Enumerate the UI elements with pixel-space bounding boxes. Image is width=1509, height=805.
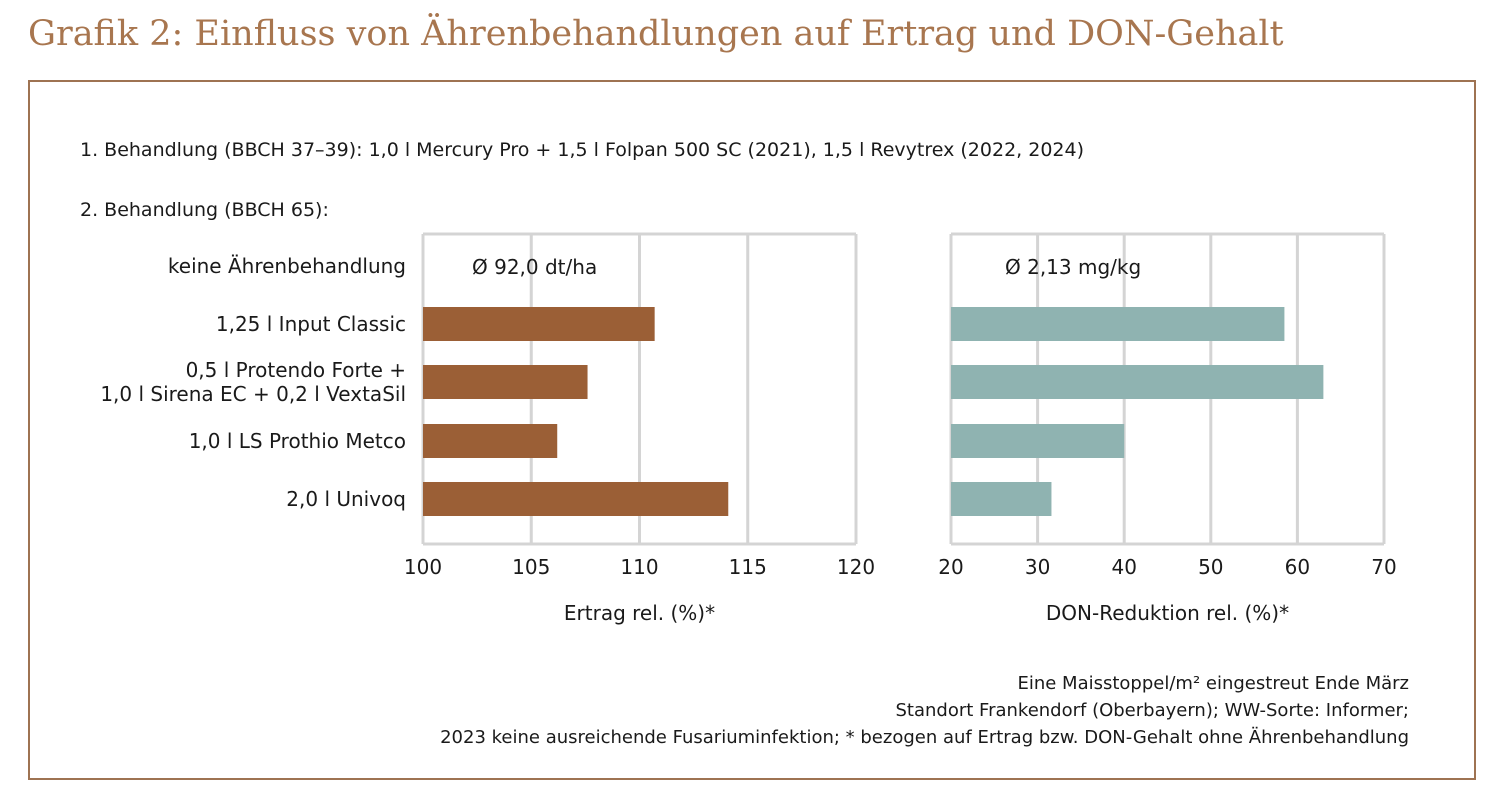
yield-bar: [423, 307, 655, 341]
don-tick-label: 50: [1198, 555, 1223, 579]
category-label: 1,25 l Input Classic: [216, 312, 406, 336]
footnote-3: 2023 keine ausreichende Fusariuminfektio…: [440, 727, 1409, 748]
yield-tick-label: 110: [620, 555, 658, 579]
don-bar: [951, 307, 1285, 341]
yield-bar: [423, 365, 588, 399]
chart-title: Grafik 2: Einfluss von Ährenbehandlungen…: [28, 14, 1284, 54]
footnote-2: Standort Frankendorf (Oberbayern); WW-So…: [895, 700, 1409, 721]
category-label: 1,0 l Sirena EC + 0,2 l VextaSil: [100, 382, 406, 406]
don-bar: [951, 365, 1324, 399]
yield-tick-label: 100: [404, 555, 442, 579]
don-tick-label: 20: [938, 555, 963, 579]
don-average-annotation: Ø 2,13 mg/kg: [1005, 255, 1141, 279]
yield-tick-label: 115: [729, 555, 767, 579]
don-tick-label: 30: [1025, 555, 1050, 579]
don-bar: [951, 424, 1125, 458]
treatment-1-note: 1. Behandlung (BBCH 37–39): 1,0 l Mercur…: [80, 139, 1085, 161]
yield-tick-label: 120: [837, 555, 875, 579]
chart-frame: [28, 80, 1476, 780]
category-label: 1,0 l LS Prothio Metco: [189, 429, 406, 453]
category-label: keine Ährenbehandlung: [168, 254, 406, 278]
don-tick-label: 40: [1111, 555, 1136, 579]
footnote-1: Eine Maisstoppel/m² eingestreut Ende Mär…: [1017, 673, 1409, 694]
treatment-2-note: 2. Behandlung (BBCH 65):: [80, 199, 329, 221]
don-bar: [951, 482, 1052, 516]
don-tick-label: 60: [1285, 555, 1310, 579]
category-label: 2,0 l Univoq: [286, 487, 406, 511]
yield-bar: [423, 424, 558, 458]
yield-average-annotation: Ø 92,0 dt/ha: [472, 255, 597, 279]
don-axis-label: DON-Reduktion rel. (%)*: [1046, 601, 1289, 625]
yield-bar: [423, 482, 729, 516]
don-tick-label: 70: [1371, 555, 1396, 579]
category-label: 0,5 l Protendo Forte +: [186, 358, 406, 382]
yield-tick-label: 105: [512, 555, 550, 579]
yield-axis-label: Ertrag rel. (%)*: [564, 601, 715, 625]
